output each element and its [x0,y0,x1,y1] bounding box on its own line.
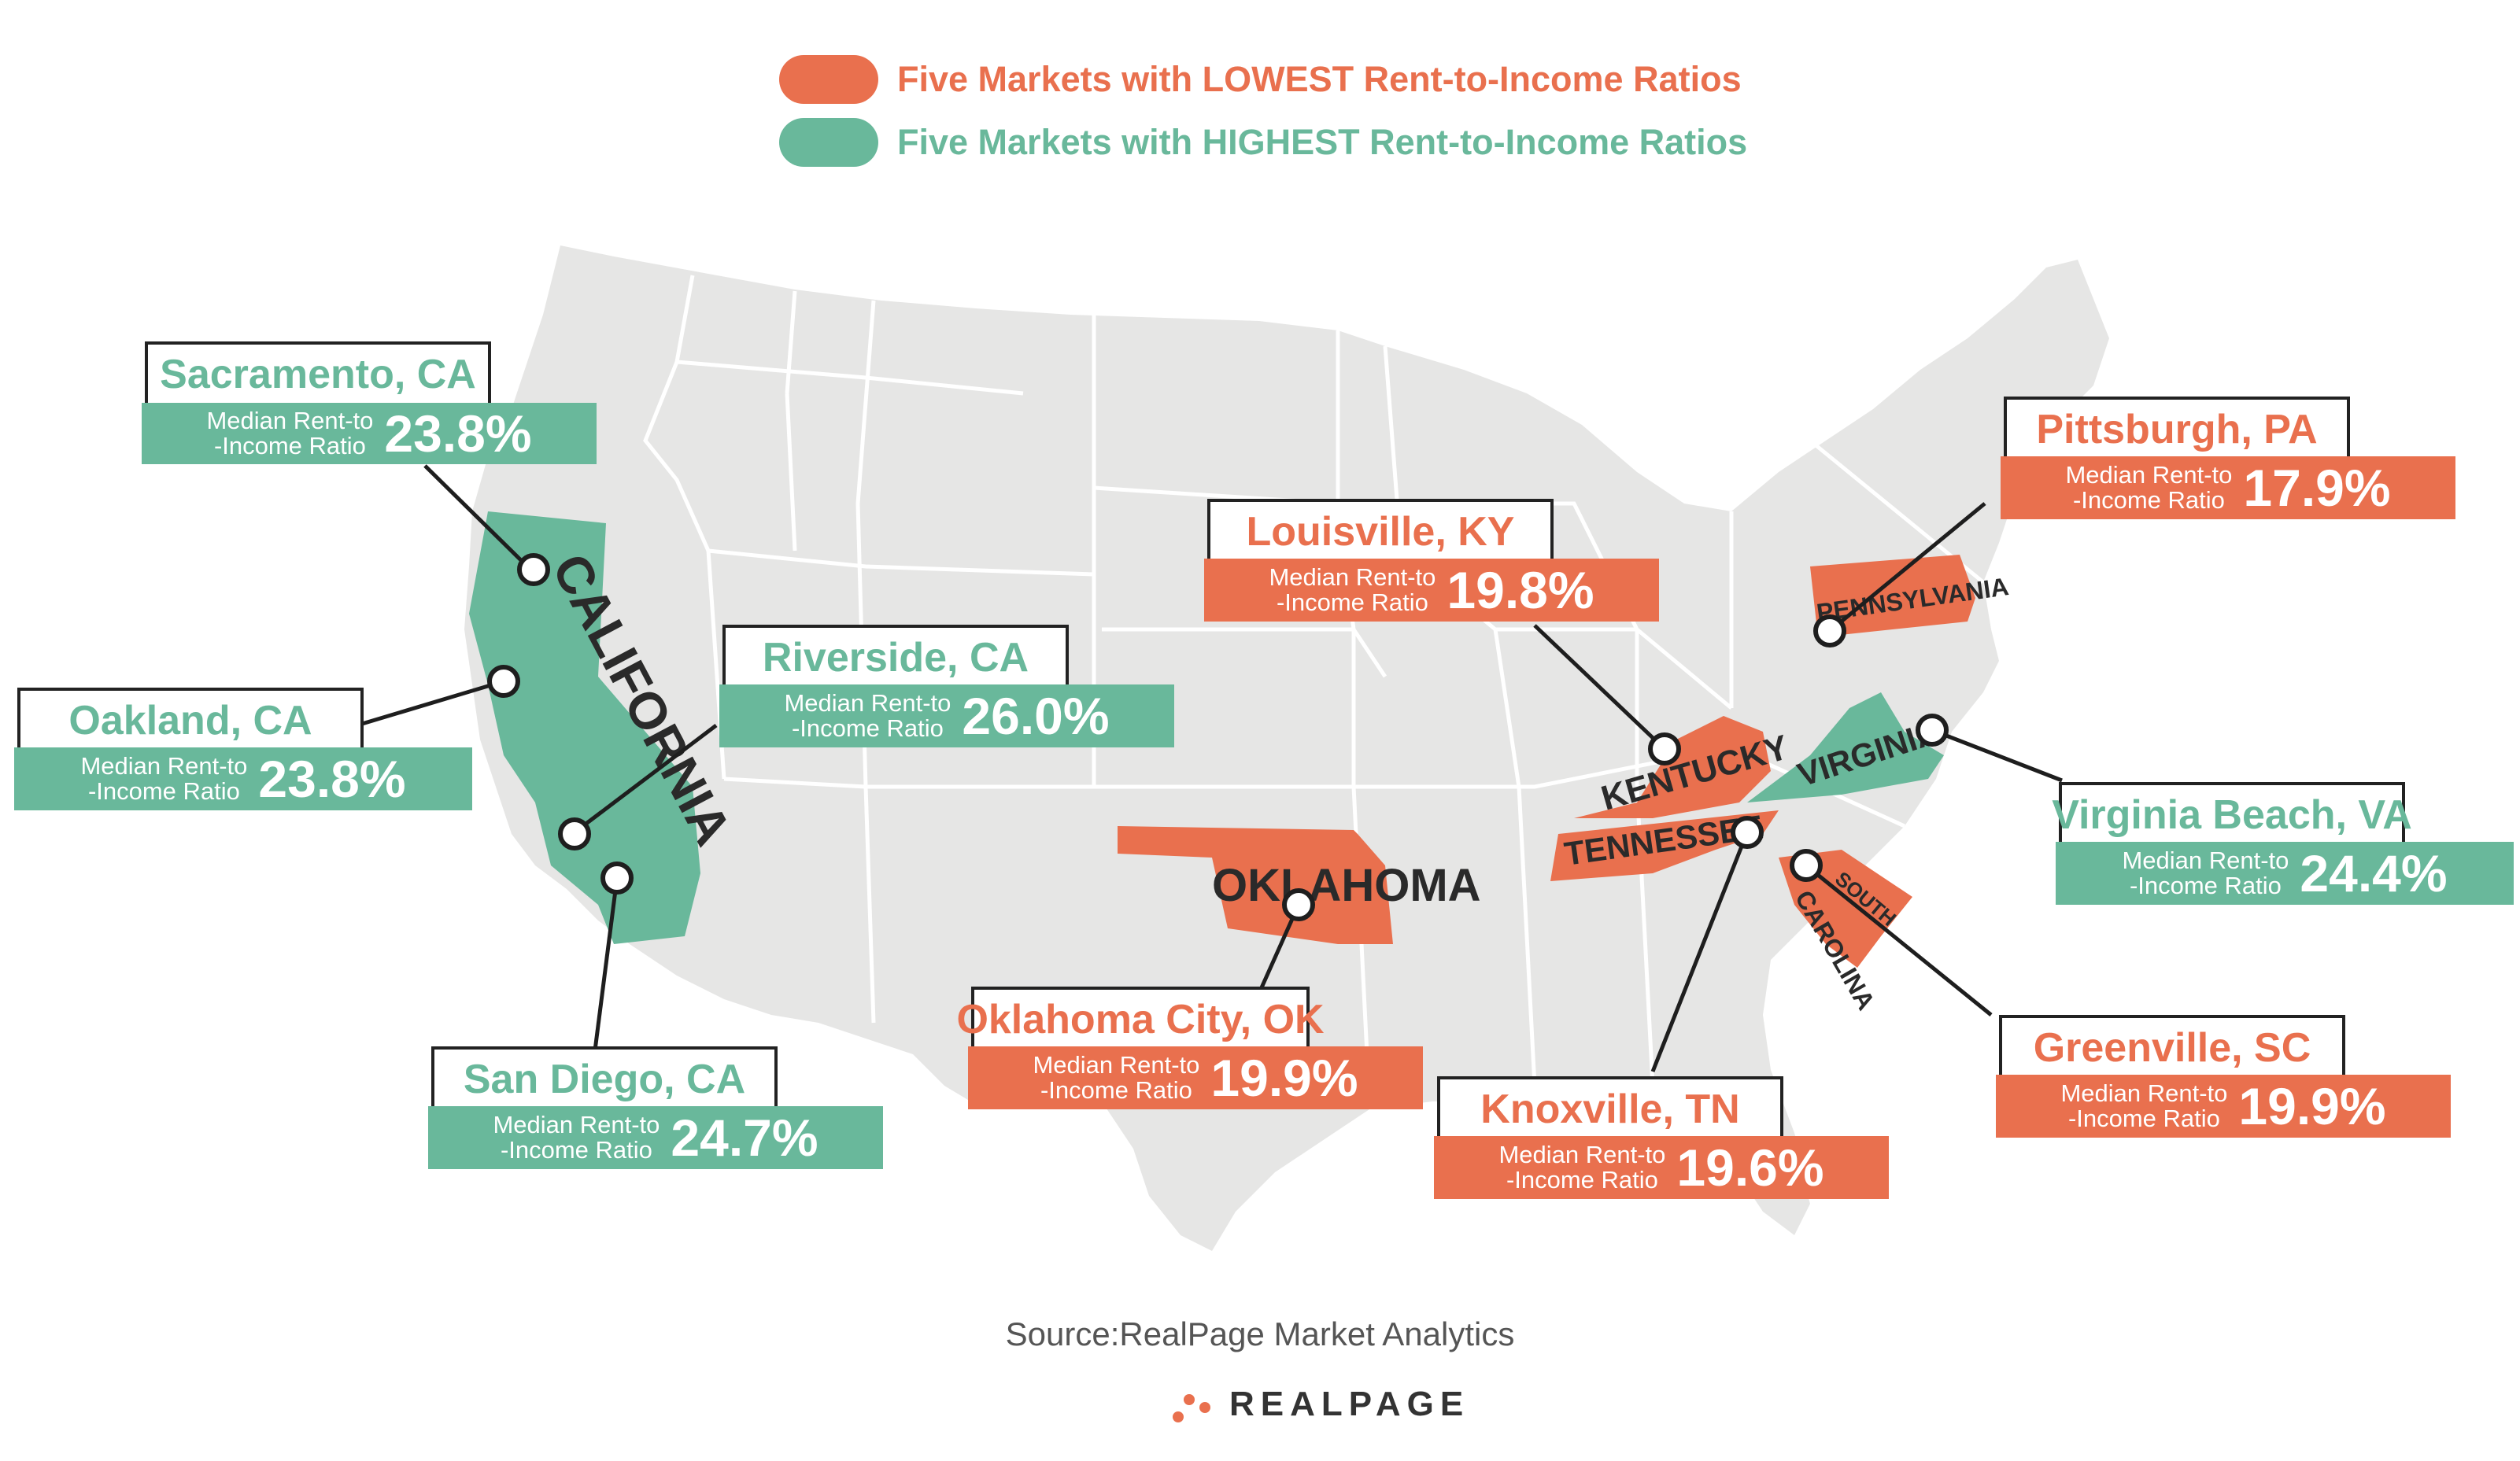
leader-sacramento [423,464,529,568]
kentucky-shape [1574,716,1771,818]
metric-label: Median Rent-to -Income Ratio [206,407,374,459]
legend-label-lowest: Five Markets with LOWEST Rent-to-Income … [897,59,1742,99]
metric-label: Median Rent-to -Income Ratio [80,752,248,805]
brand-dots-icon [1173,1385,1218,1424]
market-name: Louisville, KY [1207,499,1554,562]
market-ratio-box: Median Rent-to -Income Ratio 19.6% [1434,1136,1889,1199]
highlighted-states [469,511,1975,968]
market-ratio-box: Median Rent-to -Income Ratio 23.8% [14,747,472,810]
market-name: Knoxville, TN [1437,1076,1783,1139]
metric-label: Median Rent-to -Income Ratio [1033,1051,1200,1104]
market-value: 19.9% [1210,1049,1358,1107]
market-value: 24.7% [671,1109,818,1167]
market-ratio-box: Median Rent-to -Income Ratio 23.8% [142,403,597,464]
leader-san-diego [593,877,619,1051]
leader-virginia-beach [1931,728,2063,783]
market-value: 26.0% [962,687,1110,745]
marker-sacramento [517,553,550,586]
market-value: 19.6% [1676,1138,1824,1197]
market-name: Greenville, SC [1999,1015,2345,1078]
city-markers [487,553,1949,921]
legend-label-highest: Five Markets with HIGHEST Rent-to-Income… [897,122,1748,162]
market-ratio-box: Median Rent-to -Income Ratio 24.7% [428,1106,883,1169]
market-name: San Diego, CA [431,1046,778,1109]
legend-highest: Five Markets with HIGHEST Rent-to-Income… [779,118,1747,167]
marker-louisville [1648,732,1681,766]
legend-lowest: Five Markets with LOWEST Rent-to-Income … [779,55,1742,104]
market-value: 17.9% [2243,459,2391,517]
california-shape [469,511,700,944]
marker-san-diego [600,861,634,895]
marker-virginia-beach [1916,714,1949,747]
market-ratio-box: Median Rent-to -Income Ratio 19.9% [1996,1075,2451,1138]
virginia-shape [1747,692,1944,802]
market-name: Oklahoma City, OK [956,987,1325,1050]
marker-oklahoma-city [1282,888,1315,921]
metric-label: Median Rent-to -Income Ratio [2065,461,2233,514]
metric-label: Median Rent-to -Income Ratio [784,689,951,742]
leader-greenville [1805,864,1993,1016]
leader-lines [361,464,2063,1072]
market-name: Sacramento, CA [145,341,491,404]
market-ratio-box: Median Rent-to -Income Ratio 19.8% [1204,559,1659,622]
market-name: Pittsburgh, PA [2004,397,2350,459]
leader-oakland [361,679,504,726]
brand-logo: REALPAGE [1173,1385,1469,1424]
metric-label: Median Rent-to -Income Ratio [1269,563,1436,616]
marker-knoxville [1731,816,1764,849]
leader-pittsburgh [1828,502,1986,633]
leader-knoxville [1650,832,1750,1072]
market-name: Virginia Beach, VA [2052,782,2412,845]
market-ratio-box: Median Rent-to -Income Ratio 26.0% [719,684,1174,747]
brand-wordmark: REALPAGE [1229,1385,1470,1423]
metric-label: Median Rent-to -Income Ratio [1498,1141,1666,1194]
marker-pittsburgh [1813,614,1846,647]
market-ratio-box: Median Rent-to -Income Ratio 17.9% [2001,456,2455,519]
state-label-oklahoma: OKLAHOMA [1212,860,1481,911]
market-value: 23.8% [384,404,532,463]
marker-riverside [558,817,591,850]
market-value: 24.4% [2300,844,2448,902]
source-note: Source:RealPage Market Analytics [1005,1315,1515,1352]
legend-swatch-lowest [779,55,878,104]
pennsylvania-shape [1810,555,1975,637]
tennessee-shape [1550,810,1779,881]
metric-label: Median Rent-to -Income Ratio [493,1111,660,1164]
market-ratio-box: Median Rent-to -Income Ratio 19.9% [968,1046,1423,1109]
oklahoma-shape [1118,826,1393,944]
market-name: Oakland, CA [17,688,364,751]
market-value: 23.8% [258,750,406,808]
leader-riverside [573,724,718,834]
marker-oakland [487,665,520,698]
market-value: 19.9% [2238,1077,2386,1135]
market-name: Riverside, CA [722,625,1069,688]
metric-label: Median Rent-to -Income Ratio [2122,847,2289,899]
market-ratio-box: Median Rent-to -Income Ratio 24.4% [2056,842,2514,905]
us-landmass [464,245,2109,1251]
metric-label: Median Rent-to -Income Ratio [2060,1079,2228,1132]
market-value: 19.8% [1447,561,1594,619]
leader-louisville [1533,624,1666,751]
legend-swatch-highest [779,118,878,167]
marker-greenville [1790,849,1823,882]
